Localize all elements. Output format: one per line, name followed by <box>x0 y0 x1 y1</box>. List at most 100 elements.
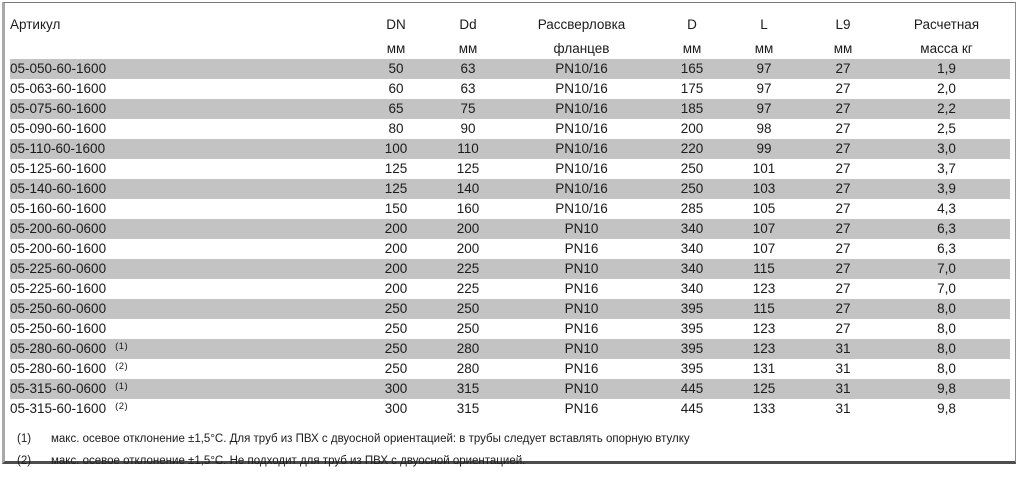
cell-mass: 3,7 <box>937 161 956 177</box>
article-code: 05-225-60-1600 <box>10 281 107 297</box>
column-unit-l: мм <box>754 40 774 56</box>
cell-article: 05-075-60-1600 <box>10 99 360 119</box>
table-row: 05-200-60-0600 200 200 PN10 340 107 27 6,3 <box>10 219 1010 239</box>
cell-article: 05-200-60-1600 <box>10 239 360 259</box>
cell-d: 395 <box>659 299 725 319</box>
cell-flange: PN16 <box>564 241 599 257</box>
parts-table: Артикул DN Dd Рассверловка D L L9 Расчет… <box>10 3 1010 419</box>
cell-mass: 7,0 <box>883 259 1010 279</box>
column-unit-l9: мм <box>833 40 853 56</box>
cell-l9: 31 <box>803 379 883 399</box>
cell-dd: 160 <box>456 201 480 217</box>
cell-d: 395 <box>680 361 704 377</box>
cell-l: 133 <box>752 401 776 417</box>
cell-d: 340 <box>680 281 704 297</box>
cell-flange: PN10/16 <box>504 139 659 159</box>
article-code: 05-250-60-0600 <box>10 301 107 317</box>
cell-dd: 90 <box>460 121 476 137</box>
cell-mass: 2,5 <box>937 121 956 137</box>
table-row: 05-075-60-1600 65 75 PN10/16 185 97 27 2,2 <box>10 99 1010 119</box>
cell-dd: 125 <box>456 161 480 177</box>
cell-d: 220 <box>659 139 725 159</box>
cell-l: 115 <box>725 299 803 319</box>
parts-table-frame: Артикул DN Dd Рассверловка D L L9 Расчет… <box>2 2 1016 467</box>
article-code: 05-063-60-1600 <box>10 81 107 97</box>
cell-dd: 315 <box>456 401 480 417</box>
cell-dn: 200 <box>384 241 408 257</box>
cell-article: 05-090-60-1600 <box>10 119 360 139</box>
table-header-row-labels: Артикул DN Dd Рассверловка D L L9 Расчет… <box>10 3 1010 38</box>
cell-dd: 315 <box>432 379 504 399</box>
cell-dn: 100 <box>360 139 432 159</box>
cell-dd: 200 <box>456 241 480 257</box>
article-code: 05-280-60-0600 <box>10 341 107 357</box>
cell-l9: 27 <box>803 219 883 239</box>
cell-l9: 27 <box>803 299 883 319</box>
footnote-1: (1) макс. осевое отклонение ±1,5°C. Для … <box>17 433 1011 455</box>
cell-l9: 27 <box>803 259 883 279</box>
cell-dd: 63 <box>432 59 504 79</box>
cell-d: 250 <box>659 179 725 199</box>
cell-dn: 300 <box>360 379 432 399</box>
article-code: 05-110-60-1600 <box>10 141 106 157</box>
cell-d: 340 <box>680 241 704 257</box>
cell-flange: PN10 <box>504 379 659 399</box>
cell-dd: 225 <box>456 281 480 297</box>
footnote-ref: (1) <box>115 381 129 393</box>
footnotes: (1) макс. осевое отклонение ±1,5°C. Для … <box>17 433 1011 477</box>
cell-dn: 200 <box>360 259 432 279</box>
cell-l9: 27 <box>835 321 851 337</box>
cell-dd: 250 <box>456 321 480 337</box>
cell-mass: 3,9 <box>883 179 1010 199</box>
article-code: 05-050-60-1600 <box>10 61 107 77</box>
cell-l9: 27 <box>835 201 851 217</box>
cell-article: 05-225-60-1600 <box>10 279 360 299</box>
cell-article: 05-280-60-0600 (1) <box>10 339 360 359</box>
cell-d: 445 <box>680 401 704 417</box>
table-row: 05-140-60-1600 125 140 PN10/16 250 103 27 3,9 <box>10 179 1010 199</box>
cell-article: 05-200-60-0600 <box>10 219 360 239</box>
cell-l9: 31 <box>803 339 883 359</box>
cell-d: 445 <box>659 379 725 399</box>
cell-l: 105 <box>752 201 776 217</box>
cell-l9: 27 <box>835 121 851 137</box>
column-header-dn: DN <box>386 17 406 33</box>
footnote-1-text: макс. осевое отклонение ±1,5°C. Для труб… <box>51 433 690 445</box>
cell-l9: 27 <box>803 179 883 199</box>
cell-flange: PN10 <box>504 339 659 359</box>
cell-flange: PN10/16 <box>555 121 608 137</box>
column-header-l9: L9 <box>835 17 851 33</box>
cell-article: 05-050-60-1600 <box>10 59 360 79</box>
cell-mass: 8,0 <box>937 361 956 377</box>
cell-flange: PN10/16 <box>555 201 608 217</box>
cell-d: 395 <box>680 321 704 337</box>
column-unit-mass: масса кг <box>920 40 973 56</box>
cell-mass: 9,8 <box>883 379 1010 399</box>
cell-dn: 50 <box>360 59 432 79</box>
cell-l: 99 <box>725 139 803 159</box>
cell-l9: 31 <box>835 401 851 417</box>
footnote-ref: (1) <box>115 341 129 353</box>
cell-dn: 125 <box>384 161 408 177</box>
cell-article: 05-250-60-1600 <box>10 319 360 339</box>
cell-d: 250 <box>680 161 704 177</box>
cell-dd: 110 <box>432 139 504 159</box>
cell-l: 123 <box>725 339 803 359</box>
table-row: 05-090-60-1600 80 90 PN10/16 200 98 27 2,5 <box>10 119 1010 139</box>
cell-dn: 300 <box>384 401 408 417</box>
cell-d: 165 <box>659 59 725 79</box>
cell-dd: 63 <box>460 81 476 97</box>
cell-l: 107 <box>725 219 803 239</box>
cell-mass: 2,2 <box>883 99 1010 119</box>
cell-dn: 250 <box>384 321 408 337</box>
cell-l9: 27 <box>835 161 851 177</box>
cell-article: 05-125-60-1600 <box>10 159 360 179</box>
cell-l: 125 <box>725 379 803 399</box>
cell-article: 05-110-60-1600 <box>10 139 360 159</box>
cell-mass: 6,3 <box>937 241 956 257</box>
cell-dn: 80 <box>388 121 404 137</box>
column-header-article: Артикул <box>10 17 61 33</box>
cell-dd: 280 <box>456 361 480 377</box>
cell-article: 05-063-60-1600 <box>10 79 360 99</box>
